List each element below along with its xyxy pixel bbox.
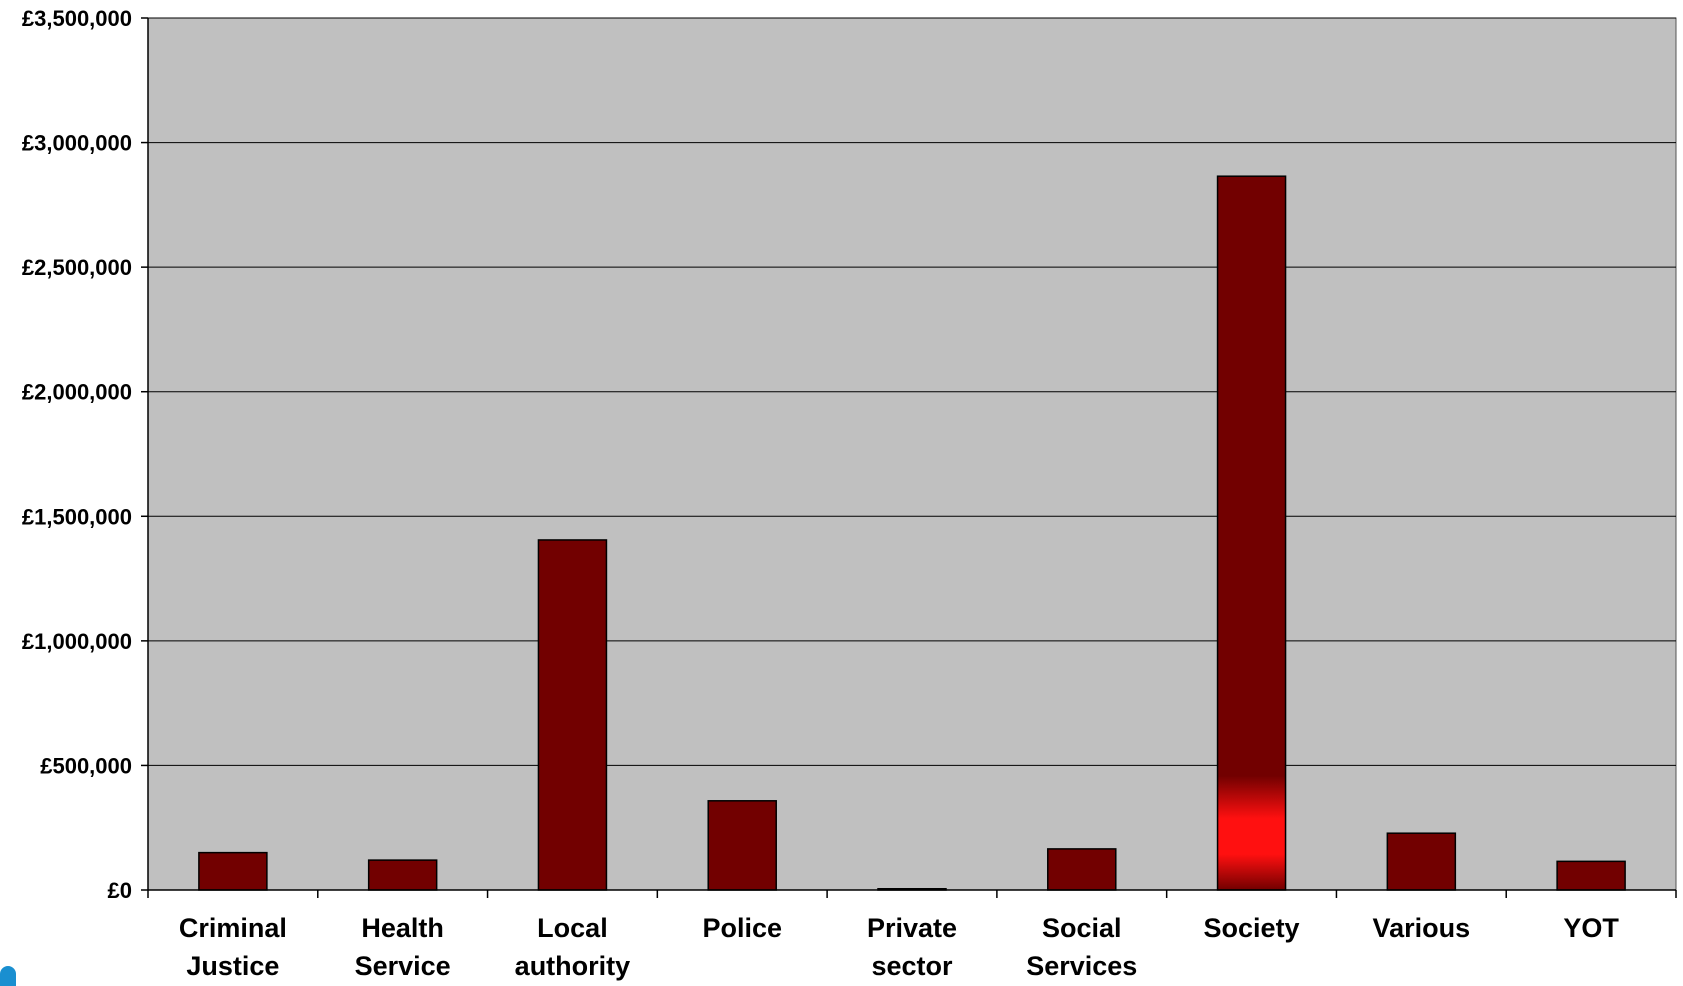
x-category-label: Local authority: [515, 913, 631, 981]
bar-police: [707, 800, 777, 891]
y-tick-label: £1,500,000: [22, 504, 132, 529]
x-category-label: Health Service: [355, 913, 451, 981]
axes: [141, 17, 1677, 898]
x-category-label: Criminal Justice: [179, 913, 287, 981]
bar-various: [1386, 832, 1457, 891]
y-tick-label: £500,000: [40, 753, 132, 778]
y-tick-label: £2,500,000: [22, 255, 132, 280]
x-category-label: Various: [1373, 913, 1471, 943]
x-category-label: YOT: [1563, 913, 1619, 943]
plot-area: [147, 17, 1677, 891]
bar-society: [1216, 175, 1287, 891]
x-category-label: Society: [1204, 913, 1300, 943]
bar-criminal-justice: [198, 851, 268, 891]
x-category-label: Private sector: [867, 913, 957, 981]
y-tick-label: £2,000,000: [22, 380, 132, 405]
y-tick-label: £0: [108, 878, 132, 903]
y-axis-tick-labels: £0 £500,000 £1,000,000 £1,500,000 £2,000,000…: [22, 6, 132, 903]
bars: [198, 175, 1626, 891]
bar-local-authority: [537, 539, 608, 891]
y-tick-label: £3,000,000: [22, 131, 132, 156]
x-category-label: Police: [702, 913, 782, 943]
y-tick-label: £1,000,000: [22, 629, 132, 654]
bar-yot: [1556, 860, 1626, 891]
logo-fragment: [0, 966, 16, 986]
bar-health-service: [367, 859, 438, 891]
bar-social-services: [1047, 848, 1117, 891]
x-axis-category-labels: Criminal Justice Health Service Local authori…: [179, 913, 1619, 981]
gridlines: [148, 17, 1676, 766]
x-category-label: Social Services: [1026, 913, 1137, 981]
y-tick-label: £3,500,000: [22, 6, 132, 31]
